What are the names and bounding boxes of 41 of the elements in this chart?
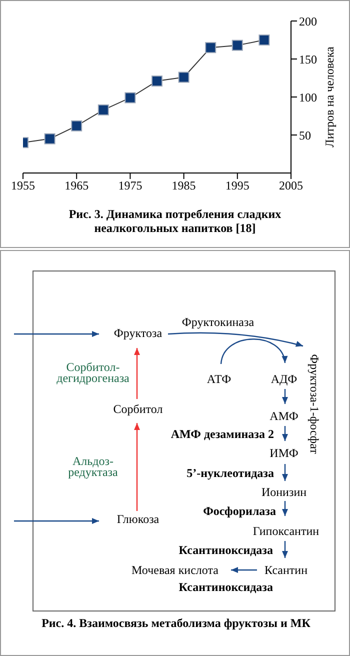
y-tick-label: 150 bbox=[299, 52, 317, 66]
text: Мочевая кислота bbox=[132, 562, 220, 577]
point bbox=[98, 104, 109, 116]
x-tick-label: 1955 bbox=[11, 178, 35, 193]
x-tick-label: 1985 bbox=[172, 178, 196, 193]
text: ИМФ bbox=[270, 446, 298, 460]
point bbox=[205, 42, 216, 54]
text: Фруктоза-1-фосфат bbox=[307, 354, 322, 455]
text: Ксантин bbox=[264, 562, 308, 577]
text: 5’-нуклеотидаза bbox=[186, 466, 274, 480]
y-tick-label: 100 bbox=[299, 90, 317, 104]
x-tick-label: 1995 bbox=[225, 178, 250, 193]
text: Фруктокиназа bbox=[182, 314, 255, 329]
text: Ксантиноксидаза bbox=[178, 580, 273, 594]
point bbox=[178, 72, 190, 83]
point bbox=[71, 120, 82, 132]
text: АМФ bbox=[270, 408, 298, 423]
text: Ионизин bbox=[261, 484, 308, 499]
text: АТФ bbox=[206, 372, 232, 386]
text: Фруктоза bbox=[114, 326, 163, 340]
point bbox=[124, 92, 136, 104]
text: АДФ bbox=[270, 372, 298, 386]
y-axis-title: Литров на человека bbox=[322, 46, 336, 148]
point bbox=[258, 34, 270, 46]
text: Рис. 4. Взаимосвязь метаболизма фруктозы и МК bbox=[42, 616, 311, 630]
x-tick-label: 1975 bbox=[118, 178, 142, 193]
y-tick-label: 50 bbox=[299, 128, 311, 142]
x-tick-label: 1965 bbox=[64, 178, 89, 193]
text: Фосфорилаза bbox=[203, 504, 276, 518]
point bbox=[232, 40, 243, 51]
text: Глюкоза bbox=[116, 512, 160, 526]
y-tick-label: 200 bbox=[299, 14, 317, 28]
text: Ксантиноксидаза bbox=[178, 542, 273, 557]
text: Сорбитол- bbox=[66, 360, 120, 374]
point bbox=[44, 133, 56, 144]
x-tick-label: 2005 bbox=[279, 178, 303, 193]
text: Рис. 3. Динамика потребления сладких неалкогольных напитков [18] bbox=[68, 207, 282, 235]
text: Сорбитол bbox=[113, 402, 163, 416]
text: Гипоксантин bbox=[252, 524, 320, 538]
point bbox=[152, 76, 162, 87]
text: АМФ дезаминаза 2 bbox=[170, 426, 274, 441]
